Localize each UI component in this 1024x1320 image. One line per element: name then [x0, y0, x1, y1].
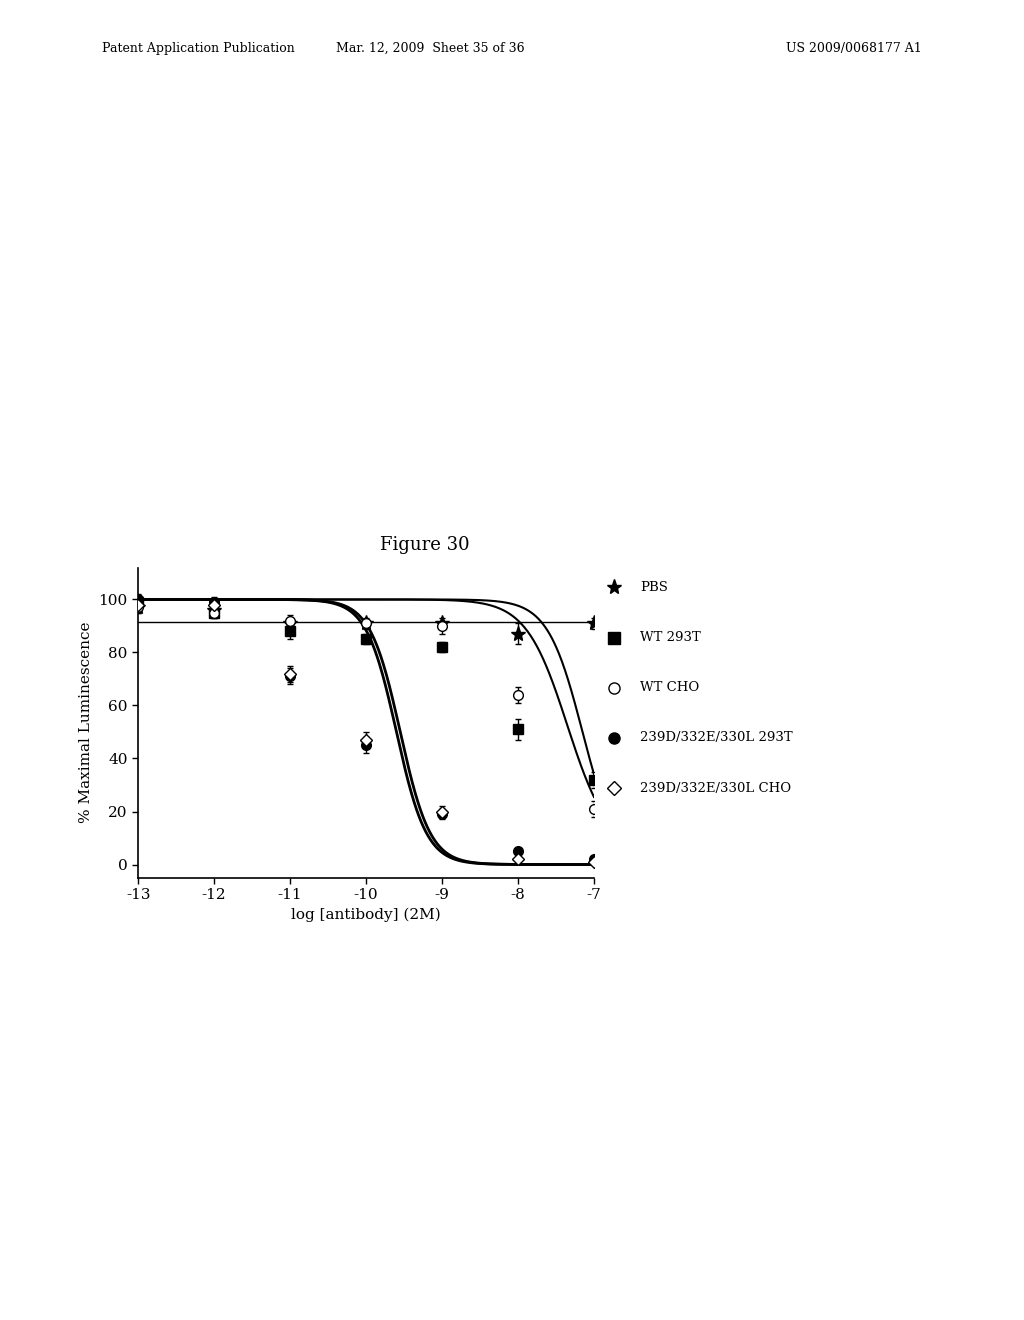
Text: 239D/332E/330L CHO: 239D/332E/330L CHO — [640, 781, 792, 795]
X-axis label: log [antibody] (2M): log [antibody] (2M) — [291, 908, 441, 923]
Text: PBS: PBS — [640, 581, 668, 594]
Text: Figure 30: Figure 30 — [380, 536, 470, 554]
Text: US 2009/0068177 A1: US 2009/0068177 A1 — [785, 42, 922, 55]
Text: Mar. 12, 2009  Sheet 35 of 36: Mar. 12, 2009 Sheet 35 of 36 — [336, 42, 524, 55]
Y-axis label: % Maximal Luminescence: % Maximal Luminescence — [79, 622, 93, 824]
Text: Patent Application Publication: Patent Application Publication — [102, 42, 295, 55]
Text: WT 293T: WT 293T — [640, 631, 700, 644]
Text: 239D/332E/330L 293T: 239D/332E/330L 293T — [640, 731, 793, 744]
Text: WT CHO: WT CHO — [640, 681, 699, 694]
